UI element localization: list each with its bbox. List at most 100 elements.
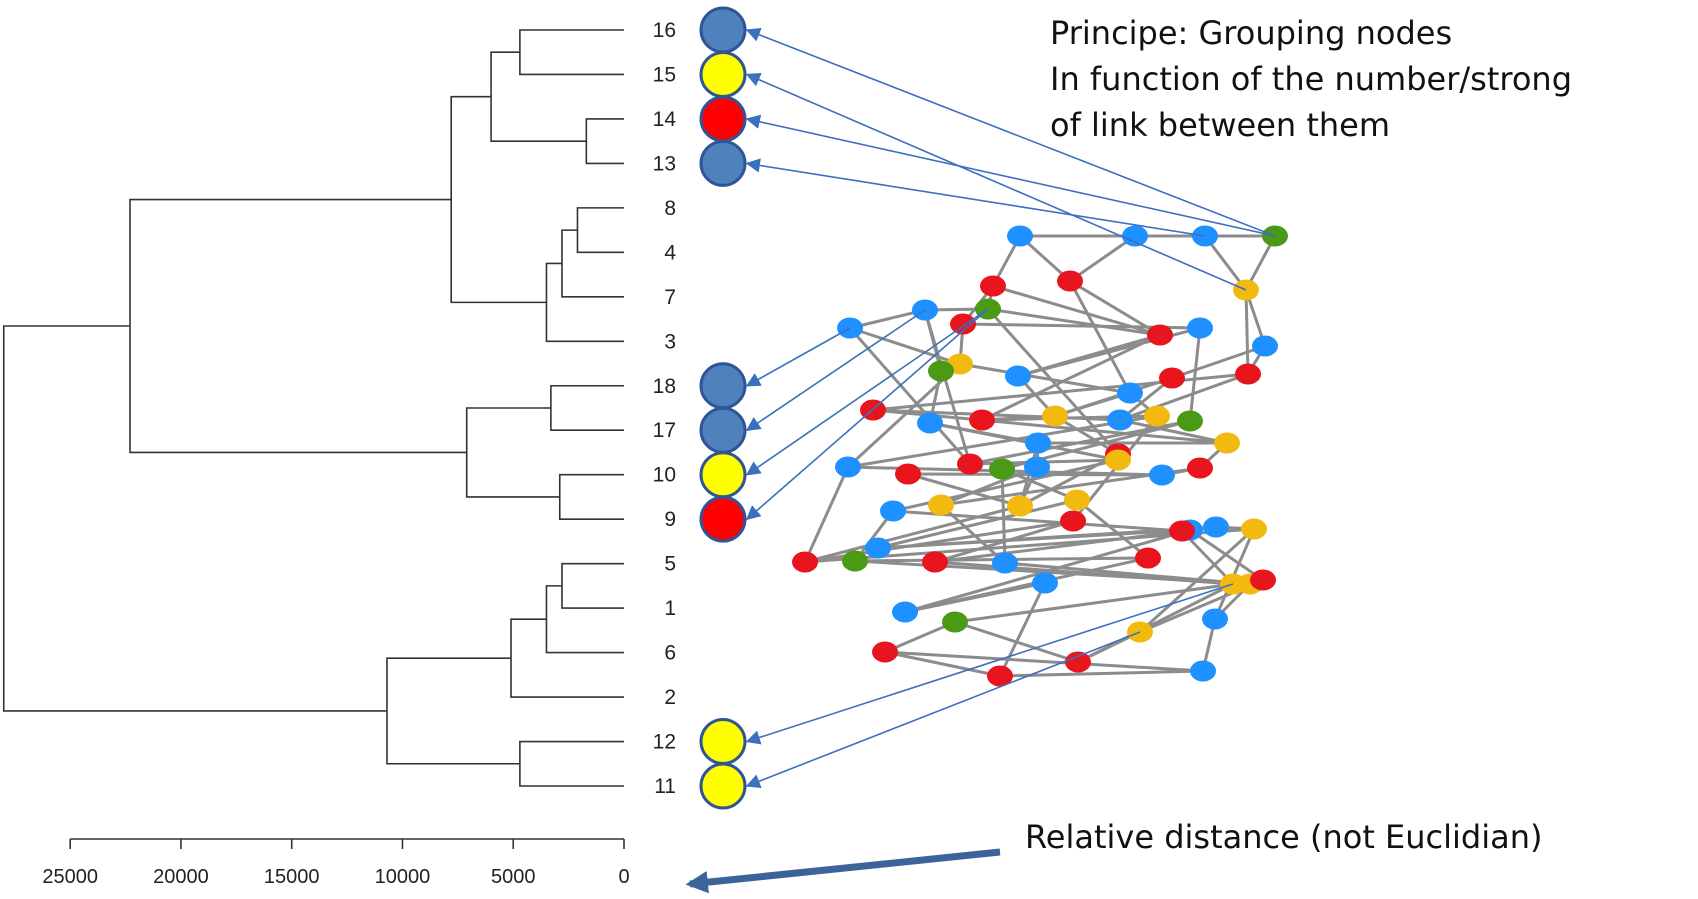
network-node	[1042, 405, 1068, 427]
network-node	[1057, 270, 1083, 292]
network-node	[1117, 382, 1143, 404]
dendrogram-branch	[386, 657, 520, 765]
leaf-label: 12	[653, 731, 676, 754]
network-edge	[1188, 327, 1202, 422]
dendrogram-branch	[585, 118, 624, 165]
mapping-arrow	[745, 309, 926, 432]
network-node	[942, 611, 968, 633]
network-edge	[1054, 391, 1131, 418]
network-node	[1007, 225, 1033, 247]
leaf-label: 15	[653, 63, 676, 86]
principle-line: In function of the number/strong	[1050, 60, 1572, 98]
yellow-leaf-circle	[699, 50, 747, 98]
network-edge	[954, 578, 1264, 624]
network-node	[835, 456, 861, 478]
network-node	[1252, 335, 1278, 357]
network-node	[1064, 489, 1090, 511]
network-edge	[884, 650, 1001, 678]
network-node	[880, 500, 906, 522]
network-edge	[940, 465, 1038, 507]
network-edges	[803, 234, 1277, 678]
network-node	[1190, 660, 1216, 682]
yellow-leaf-circle	[699, 718, 747, 766]
network-node	[980, 275, 1006, 297]
network-node	[865, 537, 891, 559]
dendrogram-branch	[545, 585, 624, 654]
network-edge	[954, 620, 1079, 664]
tick-label: 20000	[153, 866, 209, 888]
dendrogram-branch	[450, 95, 547, 304]
network-edge	[1068, 280, 1132, 394]
network-node	[969, 409, 995, 431]
network-node	[950, 313, 976, 335]
network-node	[1135, 547, 1161, 569]
dendrogram-branch	[558, 473, 624, 520]
network-node	[957, 453, 983, 475]
network-node	[895, 463, 921, 485]
network-edge	[804, 504, 1021, 564]
mapping-arrow	[745, 327, 851, 387]
red-leaf-circle	[699, 495, 747, 543]
network-edge	[1203, 235, 1248, 291]
network-node	[1107, 409, 1133, 431]
network-node	[1241, 518, 1267, 540]
network-edge	[959, 362, 1131, 395]
dendrogram-branch	[550, 384, 624, 432]
network-node	[1147, 324, 1173, 346]
network-node	[1159, 367, 1185, 389]
dendrogram-branch	[545, 262, 624, 343]
tick-label: 0	[618, 866, 629, 888]
network-edge	[884, 650, 1204, 673]
network-node	[792, 551, 818, 573]
leaf-label: 16	[653, 19, 676, 42]
dendrogram-branch	[519, 740, 624, 787]
leaf-label: 6	[664, 642, 676, 665]
principle-text: Principe: Grouping nodes In function of …	[1050, 10, 1572, 148]
network-node	[1169, 520, 1195, 542]
network-edge	[934, 560, 1234, 586]
network-node	[892, 601, 918, 623]
blue-leaf-circle	[699, 362, 747, 410]
dendrogram-branch	[519, 29, 624, 76]
network-edge	[877, 525, 1217, 550]
tick-label: 10000	[375, 866, 431, 888]
dendrogram-branch	[490, 51, 587, 142]
network-edge	[1244, 289, 1250, 375]
network-node	[1144, 405, 1170, 427]
tick-label: 15000	[264, 866, 320, 888]
leaf-label: 17	[653, 419, 676, 442]
network-edge	[934, 525, 1217, 564]
mapping-arrow	[745, 308, 989, 476]
network-edge	[849, 308, 926, 330]
blue-leaf-circle	[699, 139, 747, 187]
network-nodes	[792, 225, 1288, 687]
network-edge	[923, 309, 972, 465]
network-edge	[847, 414, 1158, 469]
axis-pointer-arrow	[685, 848, 1001, 894]
network-edge	[1119, 372, 1249, 422]
network-node	[842, 550, 868, 572]
network-node	[989, 458, 1015, 480]
network-node	[1025, 432, 1051, 454]
network-node	[1214, 432, 1240, 454]
dendrogram-branch	[561, 229, 624, 298]
leaf-label: 2	[664, 686, 676, 709]
network-node	[1203, 516, 1229, 538]
leaf-label: 11	[654, 775, 676, 798]
network-node	[1032, 572, 1058, 594]
network-node	[1007, 495, 1033, 517]
network-edge	[907, 472, 1021, 508]
network-node	[1235, 363, 1261, 385]
network-edge	[803, 466, 850, 563]
leaf-label: 13	[653, 152, 676, 175]
dendrogram-branch	[510, 618, 624, 698]
leaf-label: 18	[653, 375, 676, 398]
mapping-arrow	[745, 308, 989, 521]
network-edge	[1001, 467, 1078, 502]
network-edge	[987, 307, 1161, 337]
network-edge	[1019, 452, 1119, 508]
network-edge	[1171, 344, 1266, 380]
